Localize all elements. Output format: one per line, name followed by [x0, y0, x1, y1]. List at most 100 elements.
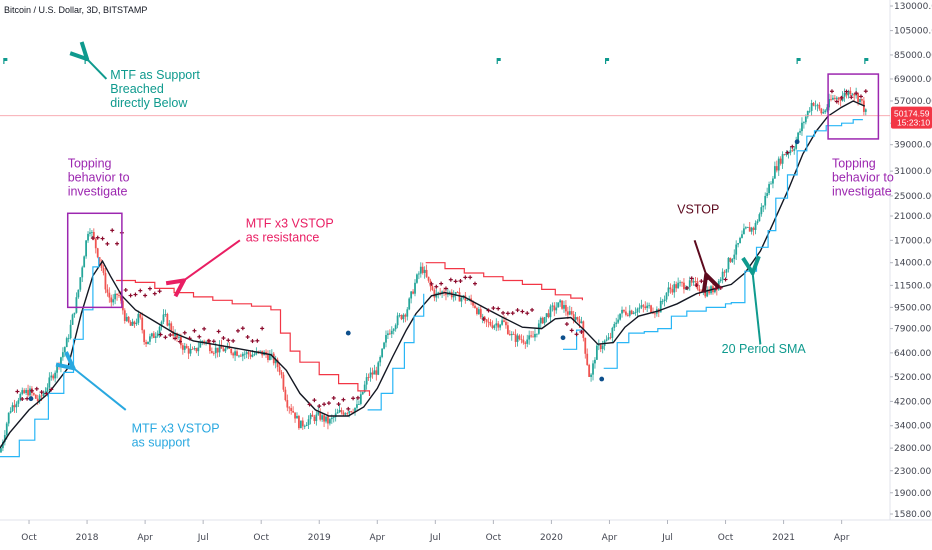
- vstop-cross: [443, 286, 448, 291]
- candle: [743, 223, 745, 235]
- candle: [421, 262, 424, 275]
- vstop-cross: [29, 388, 34, 393]
- vstop-cross: [468, 275, 473, 280]
- candle: [270, 349, 273, 360]
- candle: [15, 401, 18, 413]
- candle: [534, 328, 536, 342]
- y-tick-label: 1900.00: [894, 489, 931, 499]
- vstop-cross: [317, 404, 322, 409]
- vstop-cross: [569, 328, 574, 333]
- vstop-cross: [197, 334, 202, 339]
- candle: [315, 411, 318, 426]
- candle: [764, 192, 767, 210]
- candle: [526, 334, 529, 348]
- candle: [193, 346, 196, 351]
- x-tick-label: 2019: [308, 533, 331, 543]
- candle: [385, 330, 387, 348]
- candle: [73, 312, 76, 318]
- candle: [630, 309, 633, 315]
- candle: [746, 226, 749, 228]
- vstop-cross: [355, 395, 360, 400]
- candle: [129, 320, 132, 326]
- annotation-text: behavior to: [68, 170, 130, 184]
- candle: [754, 220, 757, 235]
- candle: [313, 414, 316, 424]
- annotation-arrow-icon: [74, 368, 127, 411]
- vstop-cross: [458, 278, 463, 283]
- candle: [702, 284, 705, 296]
- candle: [748, 221, 751, 232]
- y-tick-label: 85000.00: [894, 51, 932, 61]
- candle: [621, 306, 623, 318]
- candle: [108, 287, 111, 303]
- candle: [319, 408, 322, 422]
- candle: [261, 350, 264, 358]
- vstop-cross: [564, 322, 569, 327]
- vstop-cross: [206, 338, 211, 343]
- vstop-cross: [110, 228, 115, 233]
- candle: [524, 341, 527, 349]
- vstop-cross: [723, 277, 728, 282]
- vstop-cross: [491, 306, 496, 311]
- candle: [154, 332, 157, 343]
- candle: [243, 350, 246, 360]
- candle: [75, 292, 78, 314]
- candle: [609, 332, 612, 340]
- candle: [3, 430, 6, 446]
- vstop-cross: [177, 339, 182, 344]
- y-tick-label: 1580.00: [894, 510, 931, 520]
- candle: [267, 350, 269, 363]
- candle: [814, 100, 817, 110]
- candle: [665, 292, 668, 303]
- candle: [96, 247, 99, 259]
- candle: [671, 284, 674, 295]
- candle: [356, 398, 358, 411]
- candle: [89, 228, 91, 237]
- candle: [775, 160, 778, 173]
- candle: [719, 277, 722, 283]
- vstop-support-line: [0, 257, 100, 458]
- candle: [441, 290, 443, 299]
- candle: [38, 393, 41, 404]
- candle: [864, 108, 867, 116]
- vstop-cross: [95, 235, 100, 240]
- candle: [189, 343, 192, 357]
- candle: [83, 255, 86, 268]
- candle: [530, 331, 532, 338]
- candle: [241, 352, 244, 362]
- y-tick-label: 4200.00: [894, 397, 931, 407]
- y-tick-label: 25000.00: [894, 192, 932, 202]
- candle: [729, 257, 732, 264]
- candle: [65, 336, 68, 348]
- candle: [32, 392, 35, 397]
- vstop-cross: [202, 326, 207, 331]
- vstop-cross: [699, 279, 704, 284]
- candle: [741, 230, 743, 239]
- candle: [303, 424, 306, 430]
- candle: [603, 339, 606, 351]
- candle: [615, 317, 618, 327]
- vstop-cross: [90, 236, 95, 241]
- candle: [648, 302, 651, 309]
- candle: [218, 340, 221, 357]
- candle: [673, 281, 676, 298]
- candle: [594, 357, 596, 369]
- candle: [801, 117, 803, 136]
- candle: [841, 91, 844, 102]
- candle: [94, 238, 97, 254]
- candle: [677, 277, 680, 289]
- candle: [110, 294, 113, 307]
- vstop-cross: [863, 89, 868, 94]
- vstop-cross: [143, 293, 148, 298]
- candle: [572, 310, 575, 324]
- candle: [79, 276, 82, 292]
- candle: [789, 146, 792, 156]
- candle: [2, 439, 4, 452]
- candle: [547, 309, 550, 319]
- annotation-text: VSTOP: [677, 202, 719, 216]
- vstop-cross: [168, 332, 173, 337]
- candle: [588, 363, 591, 378]
- signal-flag-icon: [3, 58, 8, 64]
- vstop-cross: [858, 94, 863, 99]
